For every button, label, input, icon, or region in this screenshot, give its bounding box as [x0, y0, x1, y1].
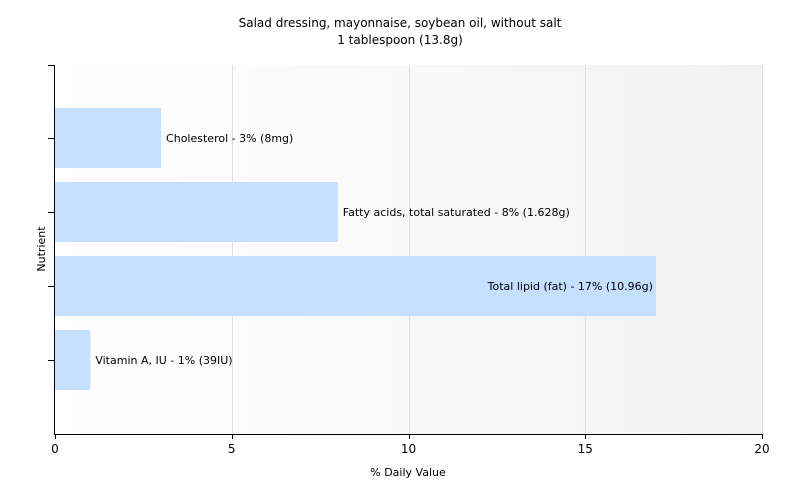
- bars-layer: Cholesterol - 3% (8mg) Fatty acids, total…: [55, 108, 656, 390]
- bar-label: Cholesterol - 3% (8mg): [166, 132, 293, 145]
- bar-label: Fatty acids, total saturated - 8% (1.628…: [343, 206, 570, 219]
- axes-layer: [54, 65, 762, 435]
- bar: [55, 256, 656, 316]
- grid-layer: [232, 65, 763, 434]
- bar-label: Vitamin A, IU - 1% (39IU): [95, 354, 232, 367]
- ticks-layer: 0 5 10 15 20: [48, 65, 770, 456]
- plot-area: [55, 65, 762, 434]
- x-tick-label: 10: [401, 442, 416, 456]
- x-tick-label: 20: [754, 442, 769, 456]
- chart-subtitle: 1 tablespoon (13.8g): [337, 33, 463, 47]
- x-tick-label: 15: [578, 442, 593, 456]
- x-tick-label: 5: [228, 442, 236, 456]
- x-axis-label: % Daily Value: [370, 466, 446, 479]
- y-axis-label: Nutrient: [35, 226, 48, 272]
- bar-label: Total lipid (fat) - 17% (10.96g): [487, 280, 653, 293]
- bar: [55, 182, 338, 242]
- x-tick-label: 0: [51, 442, 59, 456]
- bar: [55, 330, 91, 390]
- bar: [55, 108, 162, 168]
- chart-title: Salad dressing, mayonnaise, soybean oil,…: [239, 16, 562, 30]
